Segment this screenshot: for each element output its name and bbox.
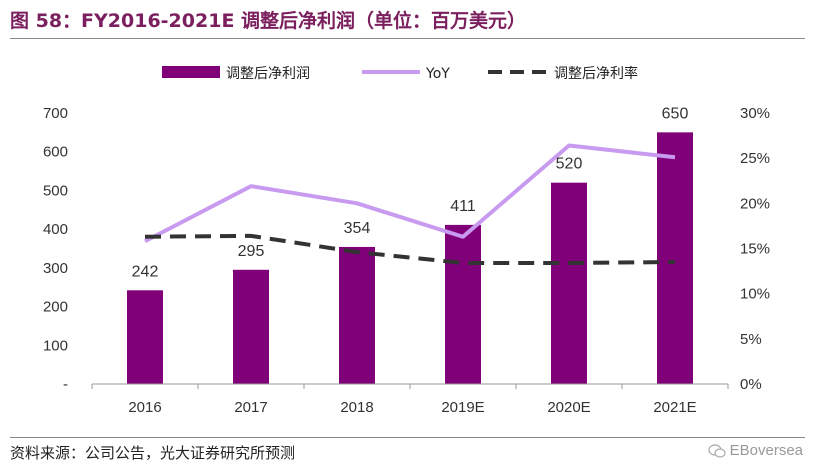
source-note: 资料来源：公司公告，光大证券研究所预测 — [10, 444, 296, 462]
bar — [233, 269, 269, 384]
left-tick-label: 100 — [43, 337, 68, 354]
x-tick-label: 2018 — [340, 399, 373, 416]
wechat-icon — [708, 443, 726, 458]
yoy-line — [144, 143, 676, 244]
margin-line — [144, 233, 676, 265]
left-axis: - 100 200 300 400 500 600 700 — [43, 105, 68, 393]
legend-label: 调整后净利润 — [226, 66, 310, 82]
bar — [657, 132, 693, 384]
x-tick-label: 2021E — [653, 399, 696, 416]
left-tick-label: 500 — [43, 182, 68, 199]
bars — [127, 132, 693, 384]
title-divider — [10, 38, 805, 39]
right-tick-label: 0% — [740, 376, 762, 393]
bar-value-label: 242 — [132, 263, 159, 280]
left-tick-label: 600 — [43, 144, 68, 161]
legend-label: YoY — [425, 66, 450, 82]
right-tick-label: 10% — [740, 286, 770, 303]
right-axis: 0% 5% 10% 15% 20% 25% 30% — [740, 105, 770, 393]
lines — [144, 143, 676, 265]
legend-label: 调整后净利率 — [554, 65, 638, 82]
bar-value-label: 650 — [662, 105, 689, 122]
left-tick-label: 700 — [43, 105, 68, 122]
bar — [551, 182, 587, 384]
bar — [339, 246, 375, 384]
left-tick-label: 300 — [43, 260, 68, 277]
bar — [445, 224, 481, 384]
watermark: EBoversea — [708, 442, 803, 459]
chart-title: 图 58：FY2016-2021E 调整后净利润（单位：百万美元） — [10, 10, 527, 32]
x-tick-label: 2017 — [234, 399, 267, 416]
data-labels: 242 295 354 411 520 650 — [132, 105, 689, 280]
bar-value-label: 411 — [450, 198, 476, 215]
left-tick-label: - — [63, 376, 68, 393]
right-tick-label: 15% — [740, 241, 770, 258]
footer-divider — [10, 437, 805, 438]
legend: 调整后净利润 YoY 调整后净利率 — [162, 65, 638, 82]
bar-value-label: 354 — [344, 220, 371, 237]
bar — [127, 290, 163, 384]
bar-value-label: 520 — [556, 156, 583, 173]
x-tick-label: 2019E — [441, 399, 484, 416]
left-tick-label: 400 — [43, 221, 68, 238]
watermark-text: EBoversea — [729, 442, 803, 459]
x-axis: 2016 2017 2018 2019E 2020E 2021E — [91, 383, 729, 416]
right-tick-label: 25% — [740, 150, 770, 167]
x-tick-label: 2020E — [547, 399, 590, 416]
bar-value-label: 295 — [238, 243, 265, 260]
right-tick-label: 30% — [740, 105, 770, 122]
left-tick-label: 200 — [43, 299, 68, 316]
right-tick-label: 5% — [740, 331, 762, 348]
legend-swatch-bar — [162, 66, 220, 78]
x-tick-label: 2016 — [128, 399, 161, 416]
right-tick-label: 20% — [740, 195, 770, 212]
